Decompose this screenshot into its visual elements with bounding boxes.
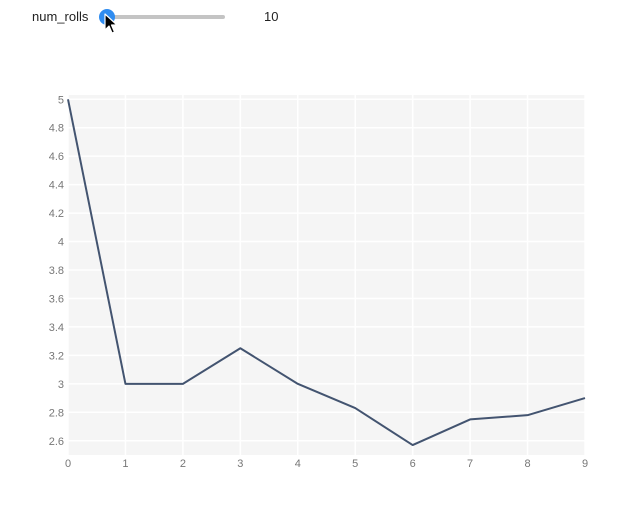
y-tick-label: 4.8 xyxy=(49,123,64,135)
x-tick-label: 3 xyxy=(237,458,243,470)
y-tick-label: 2.6 xyxy=(49,436,64,448)
series-line xyxy=(67,99,586,447)
y-tick-label: 4 xyxy=(58,237,64,249)
y-tick-label: 3.8 xyxy=(49,265,64,277)
slider-track[interactable] xyxy=(106,15,225,19)
y-tick-label: 4.2 xyxy=(49,208,64,220)
grid-lines xyxy=(67,95,586,455)
x-tick-label: 6 xyxy=(410,458,416,470)
x-tick-label: 0 xyxy=(65,458,71,470)
slider-value-readout: 10 xyxy=(264,9,279,24)
plot-area xyxy=(68,95,585,455)
x-tick-label: 1 xyxy=(122,458,128,470)
y-tick-label: 3.6 xyxy=(49,293,64,305)
y-axis: 2.6 2.8 3 3.2 3.4 3.6 3.8 4 4.2 4.4 4.6 4.8 5 xyxy=(49,94,64,448)
y-tick-label: 3.4 xyxy=(49,322,64,334)
x-tick-label: 9 xyxy=(582,458,588,470)
y-tick-label: 2.8 xyxy=(49,407,64,419)
x-tick-label: 4 xyxy=(295,458,301,470)
y-tick-label: 4.4 xyxy=(49,180,64,192)
y-tick-label: 5 xyxy=(58,94,64,106)
x-tick-label: 5 xyxy=(352,458,358,470)
x-axis: 0 1 2 3 4 5 6 7 8 9 xyxy=(65,458,588,470)
x-tick-label: 8 xyxy=(524,458,530,470)
x-tick-label: 7 xyxy=(467,458,473,470)
y-tick-label: 3 xyxy=(58,379,64,391)
y-tick-label: 3.2 xyxy=(49,350,64,362)
y-tick-label: 4.6 xyxy=(49,151,64,163)
x-tick-label: 2 xyxy=(180,458,186,470)
slider-label: num_rolls xyxy=(32,9,89,24)
